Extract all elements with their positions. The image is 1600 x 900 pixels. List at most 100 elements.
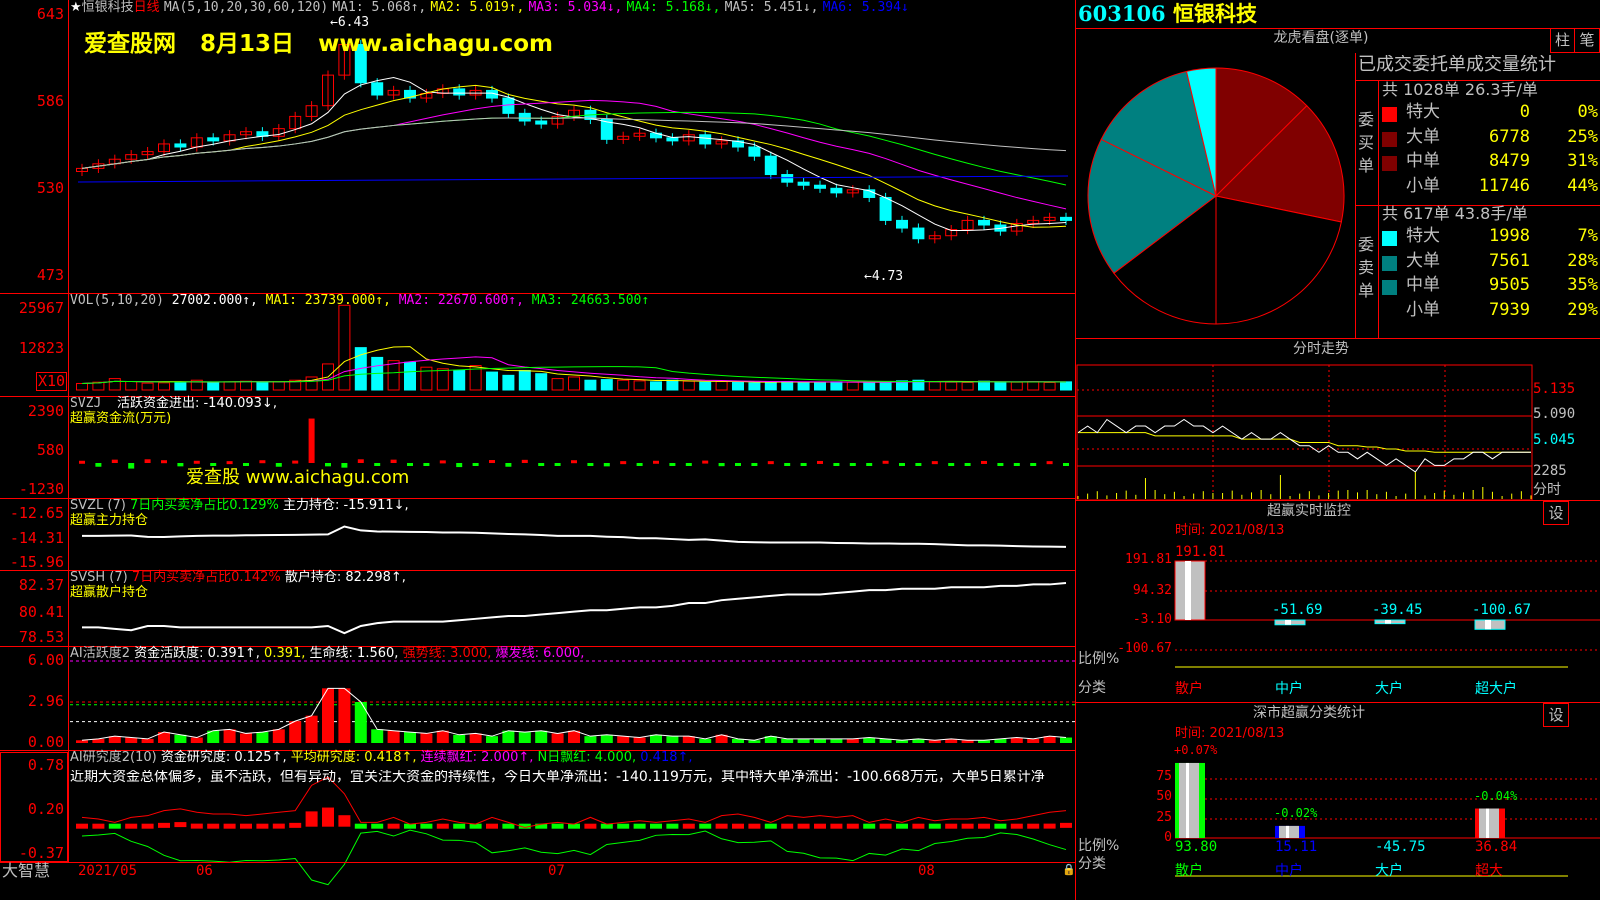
row-pct: 29% <box>1567 299 1598 320</box>
fund-flow-bar <box>964 463 971 466</box>
research-bar <box>994 823 1007 829</box>
pie-slice <box>1215 67 1308 198</box>
y-tick: 530 <box>36 179 64 197</box>
fund-flow-bar <box>275 463 282 467</box>
y-tick: 82.37 <box>18 576 64 594</box>
research-bar <box>682 823 695 829</box>
category-label: 大户 <box>1375 863 1403 879</box>
ma3-value: MA3: 5.034↓, <box>528 0 623 15</box>
research-bar <box>1060 822 1072 828</box>
candle <box>338 44 351 76</box>
candle <box>830 187 843 194</box>
activity-bar <box>338 688 351 743</box>
divider <box>1378 80 1379 338</box>
volume-bar <box>715 381 728 391</box>
volume-bar <box>404 361 416 391</box>
svsh-hold: 散户持仓: 82.298↑, <box>284 570 406 585</box>
minute-title[interactable]: 分时走势 <box>1293 341 1349 357</box>
y-tick: 78.53 <box>18 628 64 646</box>
fund-flow-bar <box>407 463 413 466</box>
fund-flow-bar <box>226 461 233 465</box>
row-value: 0 <box>1519 102 1530 122</box>
row-label: 特大 <box>1406 102 1440 122</box>
fund-flow-bar <box>800 463 807 466</box>
volume-bar <box>699 381 712 391</box>
fund-flow-bar <box>79 460 85 464</box>
activity-bar <box>797 738 810 743</box>
legend-swatch <box>1382 231 1397 246</box>
monitor-time: 时间: 2021/08/13 <box>1175 523 1285 538</box>
sell-row: 小单 7939 29% <box>1380 299 1600 325</box>
ma-line-30 <box>81 111 1067 186</box>
candle <box>453 88 466 96</box>
ai-active-value: 资金活跃度: 0.391↑, <box>134 646 260 661</box>
vol-def: VOL(5,10,20) <box>70 293 164 308</box>
period-label[interactable]: 日线 <box>133 0 160 15</box>
category-label: 大户 <box>1375 681 1403 697</box>
bar-value-label: -39.45 <box>1372 602 1423 618</box>
volume-bar <box>305 376 318 391</box>
activity-bar <box>240 733 252 743</box>
research-line-green <box>81 829 1067 886</box>
order-mode-button[interactable]: 笔 <box>1574 28 1600 53</box>
research-bar <box>732 823 744 829</box>
candle <box>912 227 925 240</box>
volume-bar <box>436 368 449 391</box>
fund-flow-bar <box>390 459 397 463</box>
buy-side-label: 委买单 <box>1358 110 1375 175</box>
fund-flow-bar <box>456 463 463 468</box>
category-label: 超大 <box>1475 863 1503 879</box>
pie-slice <box>1215 195 1342 325</box>
main-hold-line <box>82 525 1067 548</box>
stock-code: 603106 <box>1078 1 1166 26</box>
legend-swatch <box>1382 280 1397 295</box>
volume-bar <box>125 381 138 391</box>
classify-settings-button[interactable]: 设 <box>1543 703 1569 727</box>
candle <box>928 235 941 240</box>
y-axis-label: 比例% <box>1078 838 1120 854</box>
svzl-name: SVZL (7) <box>70 498 126 513</box>
fund-flow-bar <box>620 461 627 465</box>
candle <box>1010 222 1023 232</box>
fund-flow-bar <box>948 463 955 466</box>
activity-bar <box>699 738 712 743</box>
minute-price-line <box>1077 418 1531 473</box>
svsh-subtitle: 超赢散户持仓 <box>70 585 149 600</box>
y-tick: -1230 <box>18 480 64 498</box>
research-bar <box>158 822 170 828</box>
lock-icon[interactable]: 🔒 <box>1062 863 1076 876</box>
volume-bar <box>256 381 269 391</box>
star-icon[interactable]: ★ <box>70 0 82 15</box>
research-bar <box>879 823 892 829</box>
fund-flow-bar <box>817 460 823 464</box>
activity-bar <box>814 738 826 743</box>
fund-flow-bar <box>177 463 184 467</box>
research-bar <box>814 823 826 829</box>
vol-unit-button[interactable]: X10 <box>36 372 68 391</box>
activity-bar <box>764 736 777 743</box>
bar-value-label: -100.67 <box>1472 602 1532 618</box>
sell-row: 中单 9505 35% <box>1380 276 1600 300</box>
row-pct: 28% <box>1567 250 1598 271</box>
volume-bar <box>108 378 121 391</box>
row-pct: 25% <box>1567 126 1598 147</box>
activity-bar <box>322 688 334 743</box>
row-value: 9505 <box>1489 275 1530 295</box>
candle <box>518 112 531 122</box>
bar-value-label: -51.69 <box>1272 602 1323 618</box>
svzj-subtitle: 超赢资金流(万元) <box>70 411 172 426</box>
fund-flow-bar <box>636 463 643 466</box>
stock-title: 603106 恒银科技 <box>1078 2 1257 25</box>
monitor-settings-button[interactable]: 设 <box>1543 501 1569 525</box>
activity-bar <box>928 740 941 743</box>
fund-flow-bar <box>1063 463 1069 466</box>
candle <box>863 189 876 198</box>
sell-summary: 共 617单 43.8手/单 <box>1382 204 1528 223</box>
volume-bar <box>240 380 252 391</box>
ma-line-60 <box>81 117 1067 169</box>
svzl-hold: 主力持仓: -15.911↓, <box>282 498 409 513</box>
bar-highlight <box>1385 620 1391 624</box>
bar-mode-button[interactable]: 柱 <box>1550 28 1575 53</box>
row-value: 8479 <box>1489 151 1530 171</box>
